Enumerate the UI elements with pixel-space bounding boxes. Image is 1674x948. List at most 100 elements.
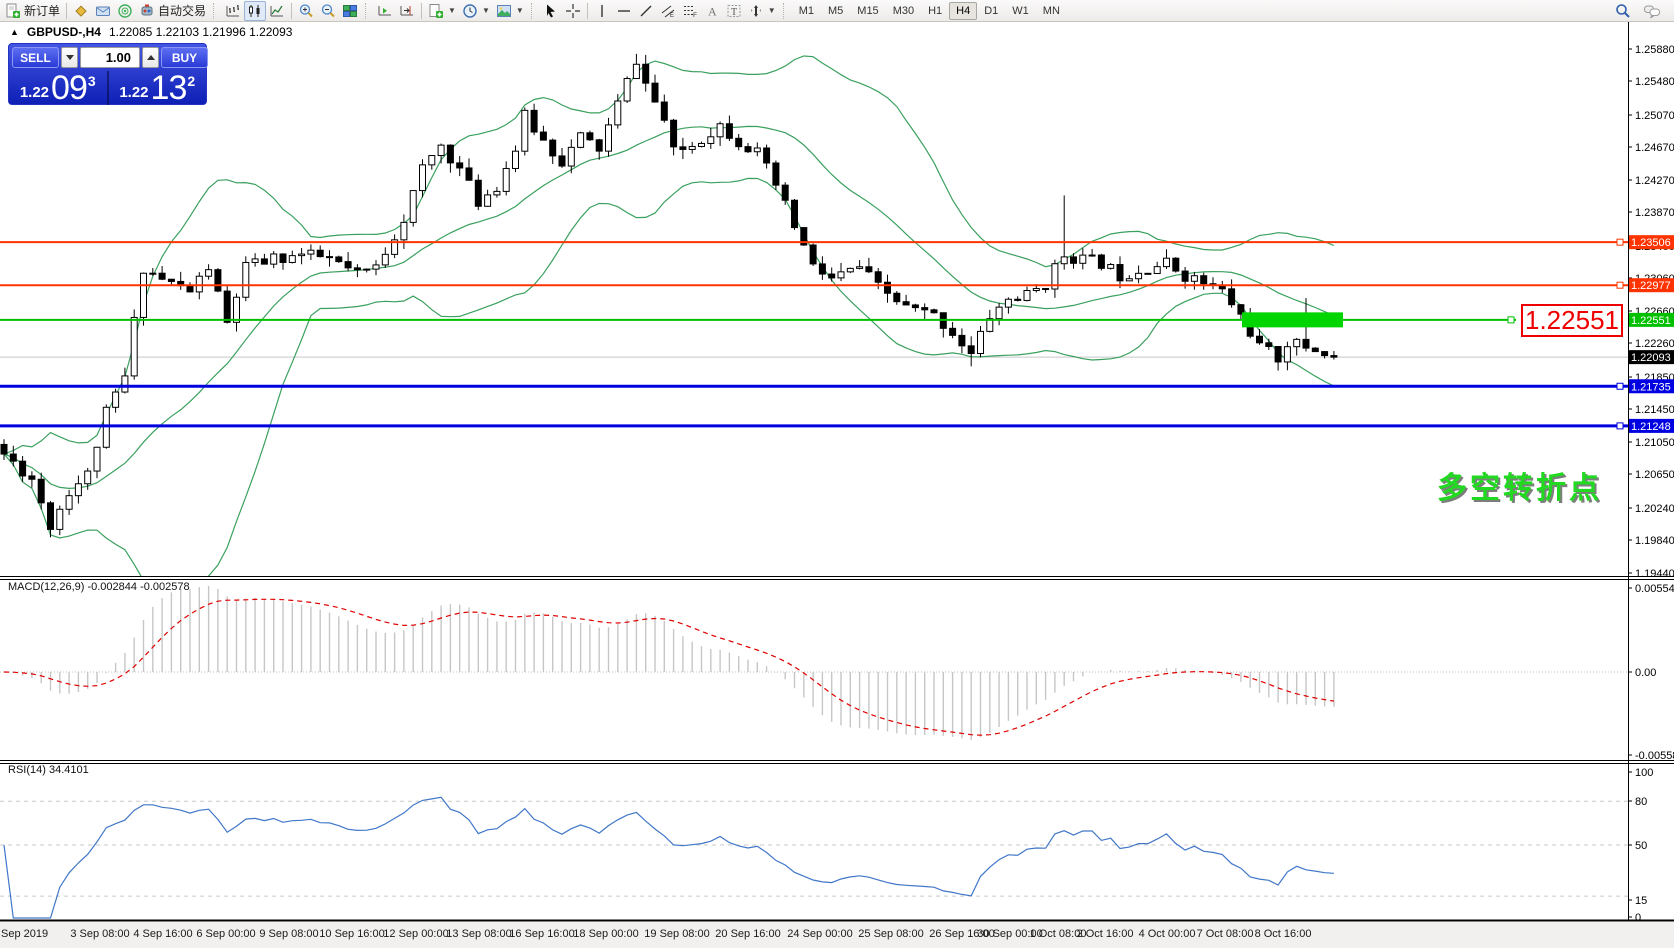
buy-button[interactable]: BUY bbox=[161, 47, 208, 68]
timeframe-w1[interactable]: W1 bbox=[1012, 4, 1029, 17]
chart-ohlc: 1.22085 1.22103 1.21996 1.22093 bbox=[108, 25, 293, 39]
channel-icon: E bbox=[661, 5, 675, 19]
svg-text:1.21450: 1.21450 bbox=[1635, 404, 1674, 416]
price-annotation-box[interactable]: 1.22551 bbox=[1521, 304, 1623, 337]
line-chart-icon bbox=[270, 5, 284, 16]
svg-text:0.00: 0.00 bbox=[1635, 667, 1656, 679]
chat-icon bbox=[1644, 5, 1660, 18]
time-label: 2 Oct 16:00 bbox=[1076, 928, 1134, 940]
svg-text:1.19440: 1.19440 bbox=[1635, 568, 1674, 580]
svg-text:1.25480: 1.25480 bbox=[1635, 76, 1674, 88]
divider bbox=[421, 2, 423, 19]
svg-text:1.22977: 1.22977 bbox=[1631, 280, 1671, 292]
svg-text:80: 80 bbox=[1635, 796, 1647, 808]
vertical-line-button[interactable] bbox=[591, 1, 613, 21]
auto-scroll-button[interactable] bbox=[374, 1, 396, 21]
timeframe-m30[interactable]: M30 bbox=[892, 4, 915, 17]
buy-price[interactable]: 1.22 13 2 bbox=[109, 71, 207, 105]
timeframe-m15[interactable]: M15 bbox=[857, 4, 879, 17]
timeframe-mn[interactable]: MN bbox=[1042, 4, 1060, 17]
sell-price[interactable]: 1.22 09 3 bbox=[9, 69, 107, 107]
candlestick-icon bbox=[249, 4, 260, 17]
dropdown-arrow-icon: ▼ bbox=[448, 6, 456, 15]
autotrading-robot-icon bbox=[141, 4, 153, 15]
crosshair-icon bbox=[565, 3, 580, 18]
fibonacci-icon: F bbox=[683, 5, 697, 19]
timeframe-h1[interactable]: H1 bbox=[928, 4, 943, 17]
volume-increase-button[interactable] bbox=[142, 47, 159, 68]
timeframe-m5[interactable]: M5 bbox=[828, 4, 844, 17]
svg-text:1.22260: 1.22260 bbox=[1635, 338, 1674, 350]
trendline-button[interactable] bbox=[635, 1, 657, 21]
arrows-button[interactable]: ▼ bbox=[745, 1, 779, 21]
periods-button[interactable]: ▼ bbox=[459, 1, 493, 21]
toolbar-right bbox=[1612, 1, 1672, 21]
time-label: 1 Oct 08:00 bbox=[1029, 928, 1087, 940]
line-chart-button[interactable] bbox=[266, 1, 288, 21]
svg-text:A: A bbox=[708, 4, 717, 18]
arrows-icon bbox=[750, 4, 761, 17]
candlestick-chart-button[interactable] bbox=[244, 0, 267, 21]
new-chart-icon bbox=[429, 3, 444, 18]
timeframe-m1[interactable]: M1 bbox=[798, 4, 814, 17]
text-button[interactable]: A bbox=[701, 1, 723, 21]
sell-button[interactable]: SELL bbox=[12, 47, 59, 68]
svg-text:1.22093: 1.22093 bbox=[1631, 352, 1671, 364]
time-label: 3 Sep 08:00 bbox=[70, 928, 130, 940]
timeframe-h4[interactable]: H4 bbox=[949, 1, 978, 20]
sell-price-big: 09 bbox=[51, 69, 88, 107]
divider bbox=[66, 2, 68, 19]
divider bbox=[586, 2, 588, 19]
buy-price-base: 1.22 bbox=[119, 84, 149, 101]
crosshair-button[interactable] bbox=[562, 1, 584, 21]
grip bbox=[213, 2, 218, 19]
dropdown-arrow-icon: ▼ bbox=[481, 6, 490, 15]
volume-input[interactable] bbox=[80, 47, 140, 68]
market-watch-button[interactable] bbox=[92, 1, 114, 21]
chart-title: GBPUSD-,H4 bbox=[26, 25, 101, 39]
search-button[interactable] bbox=[1612, 1, 1634, 21]
grip bbox=[530, 2, 536, 19]
trade-controls-row: SELL BUY bbox=[9, 44, 208, 69]
signals-button[interactable] bbox=[114, 1, 136, 21]
time-label: 26 Sep 16:00 bbox=[929, 928, 995, 940]
diamond-icon bbox=[75, 4, 87, 17]
svg-text:T: T bbox=[731, 7, 737, 18]
pivot-annotation-text[interactable]: 多空转折点 bbox=[1437, 472, 1602, 505]
metaeditor-button[interactable] bbox=[70, 1, 92, 21]
autotrading-button[interactable]: 自动交易 bbox=[136, 1, 209, 21]
time-label: 20 Sep 16:00 bbox=[715, 928, 781, 940]
equidistant-channel-button[interactable]: E bbox=[657, 1, 679, 21]
dropdown-arrow-icon: ▼ bbox=[767, 6, 776, 15]
svg-text:1.23870: 1.23870 bbox=[1635, 207, 1674, 219]
symbol-marker-icon: ▲ bbox=[10, 27, 19, 37]
new-order-label: 新订单 bbox=[24, 4, 61, 18]
cursor-button[interactable] bbox=[540, 1, 562, 21]
cursor-icon bbox=[546, 4, 555, 17]
svg-text:1.21248: 1.21248 bbox=[1631, 421, 1671, 433]
zoom-in-icon bbox=[299, 3, 313, 17]
tile-windows-button[interactable] bbox=[339, 1, 361, 21]
sell-price-pip: 3 bbox=[87, 73, 96, 89]
time-label: 9 Sep 08:00 bbox=[259, 928, 319, 940]
zoom-out-button[interactable] bbox=[317, 1, 339, 21]
chart-shift-button[interactable] bbox=[396, 1, 418, 21]
chat-button[interactable] bbox=[1640, 1, 1664, 21]
new-order-button[interactable]: 新订单 bbox=[2, 1, 63, 21]
fibonacci-button[interactable]: F bbox=[679, 1, 701, 21]
grip bbox=[365, 2, 370, 19]
trade-prices-row: 1.22 09 3 1.22 13 2 bbox=[9, 69, 206, 105]
timeframe-d1[interactable]: D1 bbox=[984, 4, 999, 17]
divider bbox=[106, 71, 109, 105]
templates-button[interactable]: ▼ bbox=[493, 1, 527, 21]
horizontal-line-button[interactable] bbox=[613, 1, 635, 21]
zoom-in-button[interactable] bbox=[295, 1, 317, 21]
bar-chart-button[interactable] bbox=[222, 1, 244, 21]
volume-decrease-button[interactable] bbox=[61, 47, 78, 68]
time-axis[interactable]: 2 Sep 2019 3 Sep 08:004 Sep 16:006 Sep 00… bbox=[0, 922, 1674, 948]
trendline-icon bbox=[640, 5, 652, 16]
svg-text:1.21050: 1.21050 bbox=[1635, 437, 1674, 449]
text-label-button[interactable]: T bbox=[723, 1, 745, 21]
new-chart-button[interactable]: ▼ bbox=[425, 1, 459, 21]
